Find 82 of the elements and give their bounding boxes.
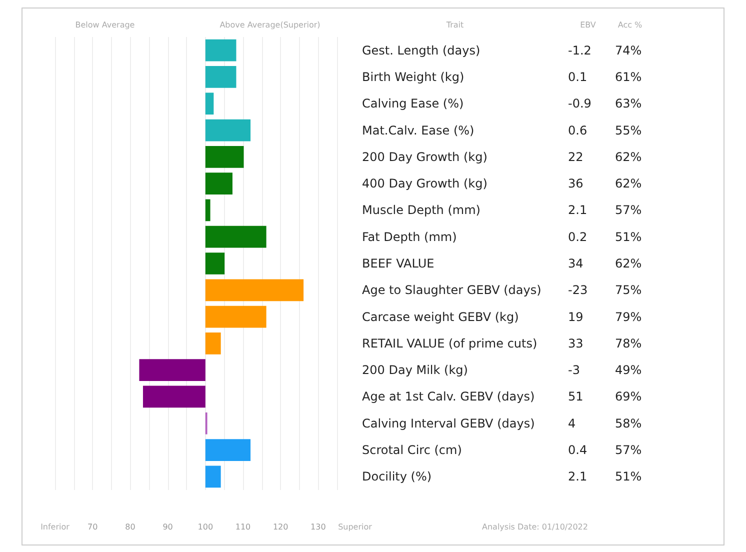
text: 58% xyxy=(615,416,642,430)
bar xyxy=(205,279,304,302)
text: 74% xyxy=(615,43,642,58)
bar xyxy=(205,306,266,328)
bar xyxy=(142,386,206,408)
text: 0.2 xyxy=(568,230,588,244)
x-tick-label: 70 xyxy=(88,522,98,532)
text: 57% xyxy=(615,443,642,458)
bar xyxy=(205,332,221,354)
text: Below Average xyxy=(75,20,135,30)
text: 63% xyxy=(615,96,642,111)
y-tick-label: Calving Interval GEBV (days) xyxy=(362,416,535,430)
text: EBV xyxy=(580,20,596,30)
text: 61% xyxy=(615,70,642,84)
text: 33 xyxy=(568,336,584,350)
bar xyxy=(139,359,206,382)
bar xyxy=(205,252,225,274)
y-tick-label: Muscle Depth (mm) xyxy=(362,203,480,218)
y-tick-label: 200 Day Growth (kg) xyxy=(362,150,488,164)
bar xyxy=(205,172,232,194)
y-tick-label: Age at 1st Calv. GEBV (days) xyxy=(362,390,535,404)
text: Inferior xyxy=(40,522,70,532)
text: 34 xyxy=(568,256,584,270)
text: -23 xyxy=(568,283,588,298)
text: -3 xyxy=(568,363,580,378)
text: 0.1 xyxy=(568,70,588,84)
x-tick-label: 90 xyxy=(162,522,173,532)
bar xyxy=(205,226,266,248)
text: 55% xyxy=(615,123,642,138)
text: Analysis Date: 01/10/2022 xyxy=(482,522,588,532)
text: 51 xyxy=(568,390,584,404)
text: 0.6 xyxy=(568,123,588,138)
y-tick-label: Mat.Calv. Ease (%) xyxy=(362,123,474,138)
text: 62% xyxy=(615,256,642,270)
bar xyxy=(205,199,210,222)
y-tick-label: RETAIL VALUE (of prime cuts) xyxy=(362,336,538,350)
text: 2.1 xyxy=(568,203,588,218)
text: 19 xyxy=(568,310,584,324)
text: 2.1 xyxy=(568,470,588,484)
x-tick-label: 110 xyxy=(235,522,251,532)
text: Acc % xyxy=(618,20,643,30)
text: 49% xyxy=(615,363,642,378)
y-tick-label: Age to Slaughter GEBV (days) xyxy=(362,283,542,298)
x-tick-label: 130 xyxy=(310,522,326,532)
y-tick-label: BEEF VALUE xyxy=(362,256,434,270)
x-tick-label: 120 xyxy=(272,522,288,532)
text: -0.9 xyxy=(568,96,592,111)
text: 51% xyxy=(615,470,642,484)
text: 69% xyxy=(615,390,642,404)
text: -1.2 xyxy=(568,43,592,58)
text: 22 xyxy=(568,150,584,164)
bar xyxy=(205,66,236,88)
y-tick-label: Docility (%) xyxy=(362,470,432,484)
text: Superior xyxy=(338,522,373,532)
y-tick-label: 400 Day Growth (kg) xyxy=(362,176,488,191)
bar xyxy=(205,119,251,142)
bar xyxy=(205,439,251,461)
bar xyxy=(205,146,244,168)
bar xyxy=(205,39,236,62)
text: 62% xyxy=(615,150,642,164)
bar xyxy=(205,92,214,115)
text: 62% xyxy=(615,176,642,191)
text: 57% xyxy=(615,203,642,218)
y-tick-label: Fat Depth (mm) xyxy=(362,230,457,244)
y-tick-label: Birth Weight (kg) xyxy=(362,70,464,84)
text: 4 xyxy=(568,416,576,430)
y-tick-label: Gest. Length (days) xyxy=(362,43,480,58)
text: 78% xyxy=(615,336,642,350)
x-tick-label: 80 xyxy=(125,522,136,532)
text: 79% xyxy=(615,310,642,324)
text: 75% xyxy=(615,283,642,298)
text: 0.4 xyxy=(568,443,588,458)
text: Above Average(Superior) xyxy=(220,20,320,30)
text: 36 xyxy=(568,176,584,191)
y-tick-label: Scrotal Circ (cm) xyxy=(362,443,462,458)
y-tick-label: 200 Day Milk (kg) xyxy=(362,363,468,378)
y-tick-label: Calving Ease (%) xyxy=(362,96,464,111)
y-tick-label: Carcase weight GEBV (kg) xyxy=(362,310,519,324)
bar xyxy=(205,466,221,488)
x-tick-label: 100 xyxy=(198,522,214,532)
text: Trait xyxy=(445,20,464,30)
text: 51% xyxy=(615,230,642,244)
